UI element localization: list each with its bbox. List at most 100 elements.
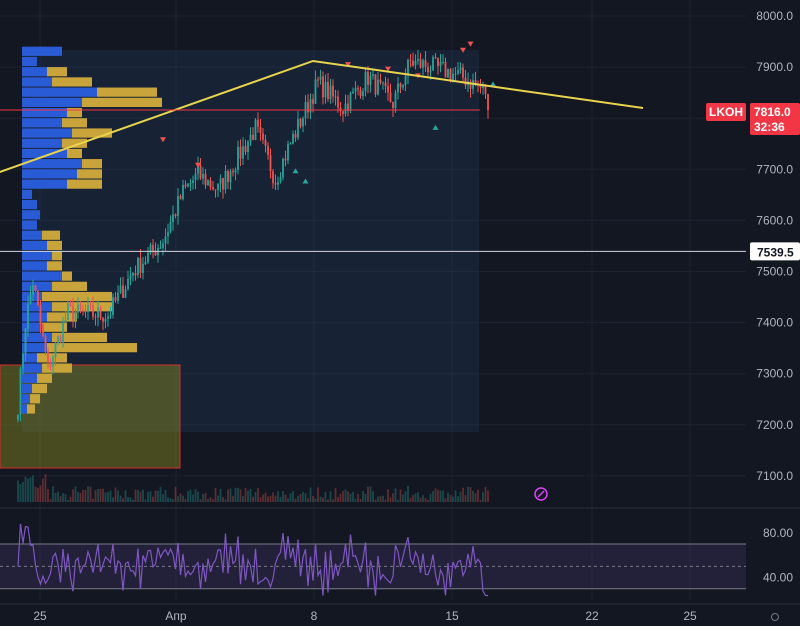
volume-bar xyxy=(407,486,409,502)
profile-bar-gold xyxy=(42,363,72,373)
profile-bar-blue xyxy=(22,179,67,189)
profile-bar-gold xyxy=(47,240,62,251)
candle-body xyxy=(254,119,257,140)
candle-body xyxy=(249,134,252,142)
profile-bar-blue xyxy=(22,281,52,291)
candle-body xyxy=(342,111,344,114)
time-axis[interactable]: 25 Апр 8 15 22 25 xyxy=(0,603,800,623)
volume-bar xyxy=(459,491,462,502)
candle-body xyxy=(202,173,204,179)
volume-bar xyxy=(439,490,442,502)
profile-bar-blue xyxy=(22,118,62,128)
candle-body xyxy=(402,84,404,88)
volume-bar xyxy=(59,496,62,502)
last-price-tag xyxy=(750,103,800,136)
volume-bar xyxy=(159,487,162,502)
candle-body xyxy=(114,297,117,301)
volume-bar xyxy=(467,486,469,502)
sell-signal-marker xyxy=(385,66,391,72)
profile-bar-blue xyxy=(22,343,47,353)
candle-body xyxy=(429,70,432,73)
candle-body xyxy=(224,170,227,190)
candle-body xyxy=(257,119,259,127)
volume-bar xyxy=(39,485,42,502)
profile-bar-blue xyxy=(22,394,30,404)
volume-bar xyxy=(444,498,447,502)
candle-body xyxy=(362,91,364,97)
volume-bar xyxy=(117,490,119,502)
candle-body xyxy=(164,236,167,244)
profile-bar-blue xyxy=(22,46,62,56)
trendline xyxy=(0,59,644,173)
profile-bar-gold xyxy=(72,128,112,138)
volume-bar xyxy=(29,477,32,502)
volume-bar xyxy=(164,489,167,502)
volume-bar xyxy=(182,495,184,502)
candle-body xyxy=(47,351,49,363)
profile-bar-blue xyxy=(22,383,32,394)
price-tick-label: 7200.0 xyxy=(756,418,793,432)
volume-bar xyxy=(112,497,114,502)
candle-body xyxy=(204,173,207,186)
volume-bar xyxy=(257,488,259,502)
volume-bar xyxy=(54,492,57,502)
candle-body xyxy=(462,67,464,78)
profile-bar-gold xyxy=(47,67,67,77)
volume-bar xyxy=(259,497,262,502)
candle-body xyxy=(179,196,182,200)
volume-bar xyxy=(367,486,369,502)
profile-bar-blue xyxy=(22,210,40,220)
volume-bar xyxy=(374,499,377,502)
volume-bar xyxy=(244,487,247,502)
candle-body xyxy=(339,107,342,112)
volume-bar xyxy=(47,489,49,502)
sell-signal-marker xyxy=(160,137,166,143)
volume-bar xyxy=(334,488,337,502)
price-tick-label: 7100.0 xyxy=(756,469,793,483)
symbol-tag xyxy=(706,103,746,122)
profile-bar-blue xyxy=(22,87,97,97)
volume-bar xyxy=(447,492,449,502)
price-axis[interactable]: 8000.07900.07800.07700.07600.07500.07400… xyxy=(756,9,793,585)
last-price-label: 7816.0 xyxy=(754,105,791,119)
volume-bar xyxy=(392,493,394,502)
candle-body xyxy=(137,258,139,276)
profile-bar-gold xyxy=(62,138,87,148)
candle-body xyxy=(129,275,132,279)
candle-body xyxy=(397,83,399,93)
candle-body xyxy=(294,133,297,138)
candle-body xyxy=(152,244,154,251)
volume-bar xyxy=(174,486,177,502)
profile-bar-blue xyxy=(22,67,47,77)
profile-bar-gold xyxy=(47,343,137,353)
replay-icon-arrow xyxy=(537,490,545,498)
profile-bar-blue xyxy=(22,353,37,363)
profile-bar-gold xyxy=(42,322,67,332)
volume-bar xyxy=(329,491,332,502)
volume-bar xyxy=(332,499,334,502)
candle-body xyxy=(392,101,394,109)
volume-bar xyxy=(184,499,187,502)
volume-bar xyxy=(227,489,229,502)
volume-bar xyxy=(379,496,382,502)
candle-body xyxy=(367,71,369,85)
volume-bar xyxy=(214,487,217,502)
volume-bar xyxy=(464,494,467,502)
volume-bar xyxy=(377,496,379,502)
candle-body xyxy=(199,165,202,179)
candle-body xyxy=(134,273,137,276)
candle-body xyxy=(99,307,102,318)
volume-bar xyxy=(99,488,102,502)
volume-bar xyxy=(404,491,407,502)
candle-body xyxy=(104,318,107,322)
volume-bar xyxy=(17,480,19,502)
volume-bar xyxy=(137,489,139,502)
candle-body xyxy=(432,57,434,71)
volume-bar xyxy=(319,496,322,502)
volume-bar xyxy=(397,499,399,502)
candle-body xyxy=(234,169,237,173)
candle-body xyxy=(107,316,109,319)
candle-body xyxy=(444,61,447,78)
volume-bar xyxy=(64,494,67,502)
